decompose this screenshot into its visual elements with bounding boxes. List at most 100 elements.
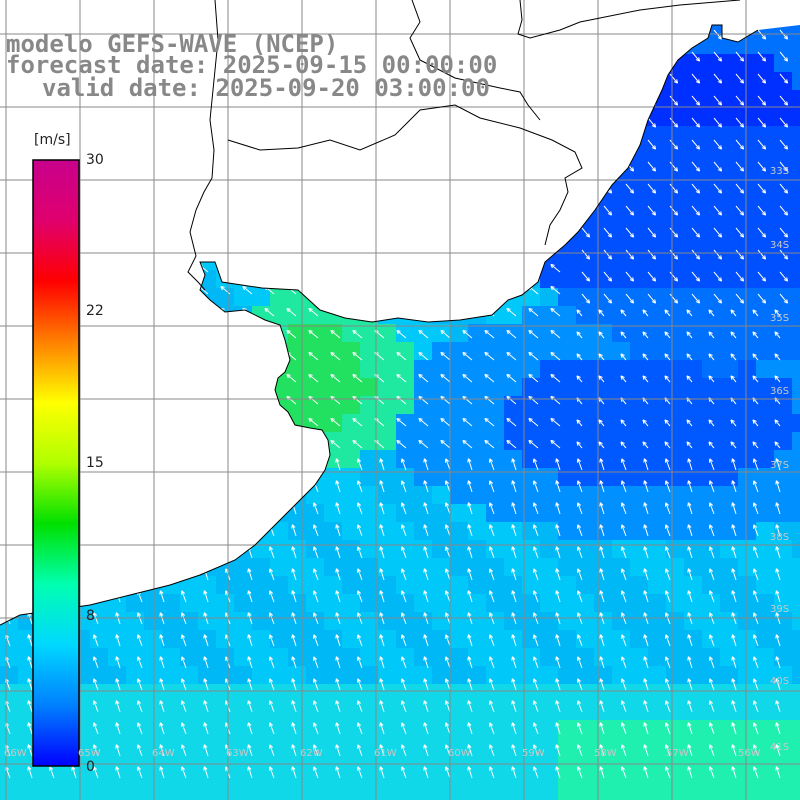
- wind-arrow: [308, 417, 319, 427]
- wind-arrow: [708, 441, 715, 449]
- speed-cell: [792, 270, 800, 288]
- wind-arrow: [357, 678, 363, 691]
- speed-cell: [234, 720, 252, 738]
- speed-cell: [324, 702, 342, 720]
- wind-arrow: [291, 656, 297, 669]
- wind-arrow: [665, 656, 671, 669]
- speed-cell: [306, 486, 324, 504]
- speed-cell: [324, 684, 342, 702]
- wind-arrow: [753, 502, 759, 515]
- speed-cell: [288, 360, 306, 378]
- speed-cell: [684, 594, 702, 612]
- wind-arrow: [774, 375, 781, 383]
- speed-cell: [612, 612, 630, 630]
- wind-arrow: [401, 634, 407, 647]
- wind-arrow: [423, 722, 429, 735]
- wind-arrow: [423, 480, 429, 493]
- speed-cell: [792, 738, 800, 756]
- valid-date: valid date: 2025-09-20 03:00:00: [42, 74, 490, 102]
- speed-cell: [720, 720, 738, 738]
- wind-arrow: [445, 634, 451, 647]
- speed-cell: [216, 738, 234, 756]
- speed-cell: [540, 756, 558, 774]
- speed-cell: [252, 612, 270, 630]
- speed-cell: [702, 378, 720, 396]
- wind-arrow: [577, 722, 583, 735]
- colorbar-tick-0: 0: [86, 759, 95, 775]
- speed-cell: [702, 684, 720, 702]
- speed-cell: [342, 414, 360, 432]
- speed-cell: [648, 774, 666, 792]
- wind-arrow: [489, 678, 495, 691]
- speed-cell: [738, 108, 756, 126]
- speed-cell: [792, 450, 800, 468]
- wind-arrow: [506, 439, 517, 449]
- speed-cell: [594, 324, 612, 342]
- wind-arrow: [291, 744, 297, 757]
- wind-arrow: [775, 722, 781, 735]
- wind-arrow: [621, 722, 627, 735]
- wind-arrow: [137, 766, 143, 779]
- speed-cell: [432, 666, 450, 684]
- speed-cell: [720, 288, 738, 306]
- speed-cell: [558, 414, 576, 432]
- speed-cell: [774, 666, 792, 684]
- speed-cell: [648, 792, 666, 800]
- speed-cell: [666, 234, 684, 252]
- speed-cell: [450, 450, 468, 468]
- speed-cell: [468, 630, 486, 648]
- speed-cell: [162, 684, 180, 702]
- speed-cell: [90, 720, 108, 738]
- wind-arrow: [665, 700, 671, 713]
- speed-cell: [396, 648, 414, 666]
- speed-cell: [630, 486, 648, 504]
- wind-arrow: [203, 700, 209, 713]
- wind-arrow: [709, 656, 715, 669]
- speed-cell: [234, 558, 252, 576]
- speed-cell: [540, 270, 558, 288]
- lat-label-38s: 38S: [770, 532, 790, 543]
- speed-cell: [558, 612, 576, 630]
- speed-cell: [612, 558, 630, 576]
- speed-cell: [252, 648, 270, 666]
- wind-arrow: [269, 700, 275, 713]
- speed-cell: [252, 558, 270, 576]
- wind-arrow: [379, 656, 385, 669]
- wind-arrow: [708, 309, 715, 317]
- wind-arrow: [484, 439, 495, 449]
- wind-arrow: [379, 700, 385, 713]
- wind-arrow: [528, 439, 539, 449]
- wind-arrow: [731, 524, 737, 537]
- wind-arrow: [576, 353, 583, 361]
- speed-cell: [756, 342, 774, 360]
- speed-cell: [414, 504, 432, 522]
- speed-cell: [612, 360, 630, 378]
- wind-arrow: [467, 568, 473, 581]
- speed-cell: [432, 630, 450, 648]
- speed-cell: [756, 54, 774, 72]
- speed-cell: [198, 666, 216, 684]
- wind-arrow: [735, 271, 745, 282]
- wind-arrow: [774, 419, 781, 427]
- speed-cell: [540, 720, 558, 738]
- speed-cell: [576, 558, 594, 576]
- speed-cell: [540, 576, 558, 594]
- speed-cell: [756, 630, 774, 648]
- speed-cell: [522, 378, 540, 396]
- speed-cell: [774, 234, 792, 252]
- wind-arrow: [423, 634, 429, 647]
- wind-arrow: [269, 722, 275, 735]
- speed-cell: [360, 630, 378, 648]
- speed-cell: [666, 162, 684, 180]
- speed-cell: [504, 378, 522, 396]
- speed-cell: [666, 504, 684, 522]
- speed-cell: [684, 666, 702, 684]
- speed-cell: [792, 108, 800, 126]
- speed-cell: [522, 738, 540, 756]
- wind-arrow: [528, 329, 539, 339]
- wind-arrow: [247, 700, 253, 713]
- wind-arrow: [445, 502, 451, 515]
- wind-arrow: [621, 568, 627, 581]
- speed-cell: [378, 702, 396, 720]
- speed-cell: [486, 594, 504, 612]
